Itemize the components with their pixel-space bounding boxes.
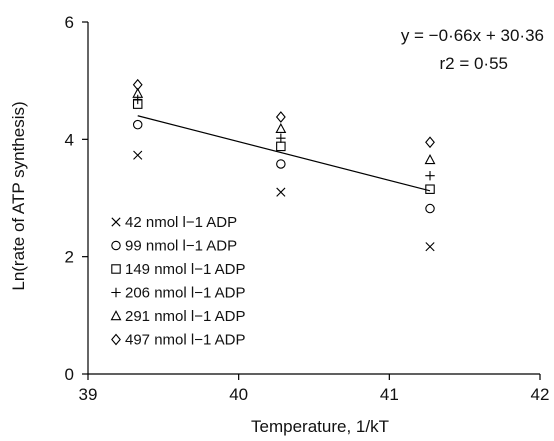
legend-marker-triangle (110, 310, 122, 321)
x-tick-label: 41 (380, 385, 399, 404)
data-point-square-3 (425, 184, 435, 194)
y-tick-label: 6 (65, 13, 74, 32)
data-point-plus-3 (425, 171, 435, 181)
legend-label: 42 nmol l−1 ADP (125, 214, 237, 231)
equation-annotation: y = −0·66x + 30·36 (401, 26, 544, 45)
legend-label: 99 nmol l−1 ADP (125, 238, 237, 255)
x-axis-title: Temperature, 1/kT (251, 417, 389, 436)
data-point-circle-1 (132, 119, 143, 130)
data-point-x-3 (425, 242, 435, 252)
data-point-square-2 (276, 141, 286, 152)
data-point-triangle-3 (424, 154, 436, 165)
legend: 42 nmol l−1 ADP 99 nmol l−1 ADP 149 nmol l… (110, 214, 246, 349)
data-point-diamond-1 (132, 78, 143, 91)
data-point-circle-2 (276, 159, 286, 169)
legend-marker-square (111, 264, 121, 274)
x-axis-ticks: 39 40 41 42 (79, 374, 550, 404)
x-tick-label: 39 (79, 385, 98, 404)
data-point-x-1 (133, 150, 143, 160)
data-point-triangle-1 (132, 87, 144, 98)
legend-marker-plus (111, 287, 121, 298)
y-tick-label: 0 (65, 365, 74, 384)
y-axis-ticks: 0 2 4 6 (65, 13, 88, 384)
data-point-plus-2 (276, 133, 286, 143)
data-point-diamond-3 (425, 136, 435, 149)
legend-label: 149 nmol l−1 ADP (125, 261, 246, 278)
x-tick-label: 42 (531, 385, 550, 404)
legend-marker-circle (111, 240, 121, 251)
legend-label: 497 nmol l−1 ADP (125, 332, 246, 349)
data-point-x-2 (276, 187, 286, 197)
y-tick-label: 4 (65, 130, 74, 149)
data-point-circle-3 (425, 203, 435, 214)
legend-label: 206 nmol l−1 ADP (125, 285, 246, 302)
data-point-plus-1 (133, 94, 143, 105)
y-tick-label: 2 (65, 248, 74, 267)
x-tick-label: 40 (229, 385, 248, 404)
axes (87, 22, 540, 375)
legend-label: 291 nmol l−1 ADP (125, 308, 246, 325)
legend-marker-diamond (111, 333, 121, 346)
regression-line (137, 115, 431, 192)
data-point-diamond-2 (275, 111, 286, 123)
data-points (132, 78, 436, 252)
legend-marker-x (111, 217, 121, 227)
y-axis-title: Ln(rate of ATP synthesis) (9, 101, 28, 290)
data-point-triangle-2 (275, 122, 287, 134)
r-squared-annotation: r2 = 0·55 (439, 54, 508, 73)
